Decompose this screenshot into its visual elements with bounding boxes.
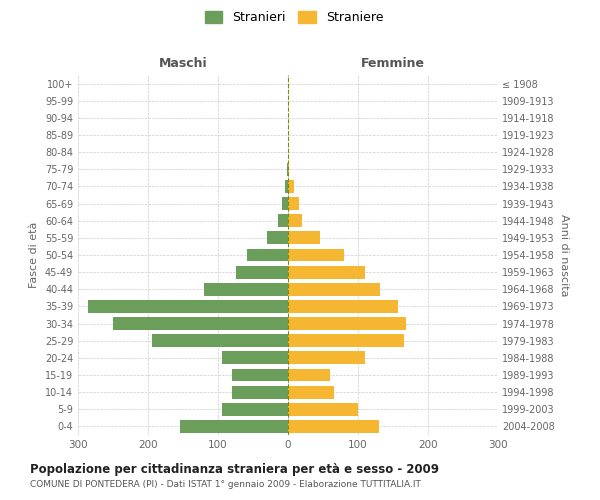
- Bar: [288, 368, 330, 382]
- Bar: [287, 163, 288, 175]
- Bar: [288, 248, 344, 262]
- Bar: [288, 420, 379, 433]
- Bar: [284, 180, 288, 193]
- Bar: [288, 266, 365, 278]
- Bar: [288, 386, 334, 398]
- Bar: [288, 317, 406, 330]
- Bar: [232, 386, 288, 398]
- Bar: [288, 403, 358, 415]
- Bar: [277, 214, 288, 227]
- Bar: [221, 403, 288, 415]
- Bar: [288, 163, 289, 175]
- Legend: Stranieri, Straniere: Stranieri, Straniere: [200, 6, 388, 29]
- Bar: [113, 317, 288, 330]
- Y-axis label: Anni di nascita: Anni di nascita: [559, 214, 569, 296]
- Bar: [235, 266, 288, 278]
- Bar: [283, 197, 288, 210]
- Bar: [247, 248, 288, 262]
- Bar: [288, 197, 299, 210]
- Bar: [88, 300, 288, 313]
- Bar: [288, 300, 398, 313]
- Bar: [179, 420, 288, 433]
- Bar: [151, 334, 288, 347]
- Bar: [204, 283, 288, 296]
- Bar: [288, 283, 380, 296]
- Text: Maschi: Maschi: [158, 57, 208, 70]
- Y-axis label: Fasce di età: Fasce di età: [29, 222, 39, 288]
- Bar: [288, 214, 302, 227]
- Bar: [232, 368, 288, 382]
- Bar: [288, 352, 365, 364]
- Text: Femmine: Femmine: [361, 57, 425, 70]
- Bar: [267, 232, 288, 244]
- Bar: [288, 232, 320, 244]
- Bar: [221, 352, 288, 364]
- Bar: [288, 334, 404, 347]
- Text: COMUNE DI PONTEDERA (PI) - Dati ISTAT 1° gennaio 2009 - Elaborazione TUTTITALIA.: COMUNE DI PONTEDERA (PI) - Dati ISTAT 1°…: [30, 480, 421, 489]
- Bar: [288, 180, 293, 193]
- Text: Popolazione per cittadinanza straniera per età e sesso - 2009: Popolazione per cittadinanza straniera p…: [30, 462, 439, 475]
